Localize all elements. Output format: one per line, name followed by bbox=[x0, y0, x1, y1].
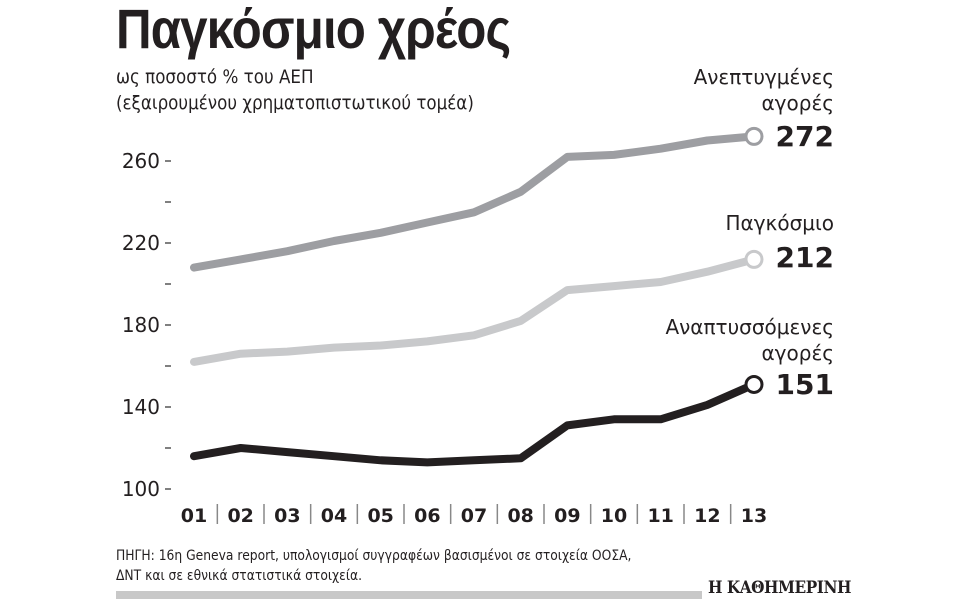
footer-bar bbox=[116, 591, 702, 599]
label-developed: Ανεπτυγμένες αγορές 272 bbox=[694, 65, 834, 153]
emerging-name-line-1: Αναπτυσσόμενες bbox=[665, 315, 834, 339]
y-tick-label: 180 bbox=[122, 313, 160, 337]
label-global: Παγκόσμιο 212 bbox=[726, 211, 835, 274]
emerging-value: 151 bbox=[776, 368, 834, 401]
developed-line bbox=[190, 132, 758, 272]
y-tick-label: 260 bbox=[122, 149, 160, 173]
global-name: Παγκόσμιο bbox=[726, 211, 835, 235]
publisher-logo: Η ΚΑΘΗΜΕΡΙΝΗ bbox=[708, 578, 852, 598]
x-tick-label: 05 bbox=[367, 505, 393, 527]
series-lines bbox=[190, 126, 764, 467]
x-tick-label: 07 bbox=[461, 505, 487, 527]
x-tick-label: 11 bbox=[647, 505, 673, 527]
developed-endpoint-marker bbox=[744, 126, 764, 146]
subtitle-line-1: ως ποσοστό % του ΑΕΠ bbox=[116, 66, 314, 88]
global-value: 212 bbox=[776, 241, 834, 274]
source-line-2: ΔΝΤ και σε εθνικά στατιστικά στοιχεία. bbox=[116, 568, 363, 584]
emerging-line bbox=[190, 380, 758, 467]
developed-name-line-1: Ανεπτυγμένες bbox=[694, 65, 834, 89]
x-tick-label: 10 bbox=[601, 505, 627, 527]
emerging-name-line-2: αγορές bbox=[762, 341, 835, 365]
source-line-1: ΠΗΓΗ: 16η Geneva report, υπολογισμοί συγ… bbox=[116, 548, 632, 564]
developed-name-line-2: αγορές bbox=[762, 91, 835, 115]
global-line bbox=[190, 255, 758, 366]
x-tick-label: 13 bbox=[741, 505, 767, 527]
x-tick-label: 06 bbox=[414, 505, 440, 527]
x-tick-label: 09 bbox=[554, 505, 580, 527]
y-axis: 100 140 180 220 260 bbox=[122, 149, 171, 501]
developed-value: 272 bbox=[776, 120, 834, 153]
x-tick-label: 04 bbox=[321, 505, 347, 527]
x-tick-label: 01 bbox=[181, 505, 207, 527]
x-tick-label: 08 bbox=[507, 505, 533, 527]
x-axis: 01 02 03 04 05 06 07 08 09 10 11 12 13 bbox=[181, 504, 767, 527]
emerging-endpoint-marker bbox=[744, 374, 764, 394]
y-tick-label: 140 bbox=[122, 395, 160, 419]
y-tick-label: 100 bbox=[122, 477, 160, 501]
chart-subtitle: ως ποσοστό % του ΑΕΠ (εξαιρουμένου χρημα… bbox=[116, 64, 474, 116]
source-note: ΠΗΓΗ: 16η Geneva report, υπολογισμοί συγ… bbox=[116, 546, 631, 586]
x-tick-label: 12 bbox=[694, 505, 720, 527]
chart-title: Παγκόσμιο χρέος bbox=[116, 0, 511, 60]
label-emerging: Αναπτυσσόμενες αγορές 151 bbox=[665, 315, 834, 401]
x-tick-label: 02 bbox=[227, 505, 253, 527]
y-tick-label: 220 bbox=[122, 231, 160, 255]
x-tick-label: 03 bbox=[274, 505, 300, 527]
subtitle-line-2: (εξαιρουμένου χρηματοπιστωτικού τομέα) bbox=[116, 92, 474, 114]
global-endpoint-marker bbox=[744, 249, 764, 269]
